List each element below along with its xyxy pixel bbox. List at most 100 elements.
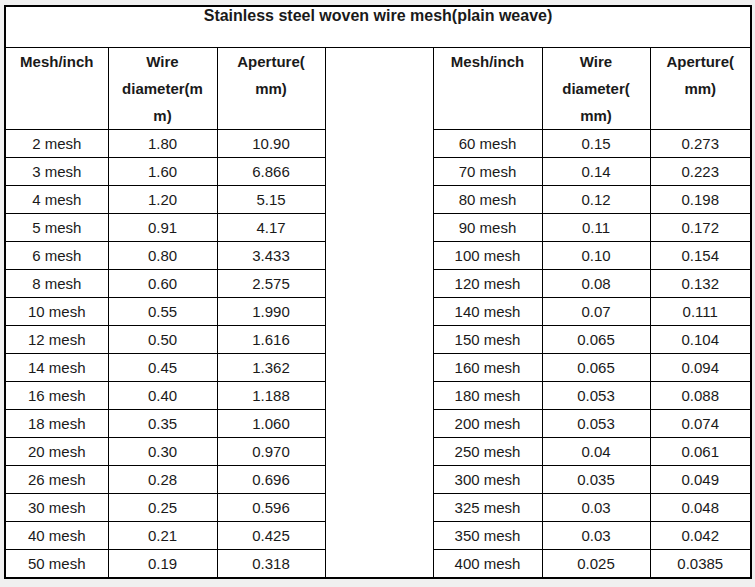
left-wire-diameter-cell: 0.28 [108,466,217,494]
right-mesh-cell: 70 mesh [433,158,542,186]
right-wire-diameter-cell: 0.04 [542,438,650,466]
wire-mesh-table: Stainless steel woven wire mesh(plain we… [4,5,752,579]
left-mesh-cell: 3 mesh [5,158,108,186]
left-aperture-cell: 1.990 [217,298,325,326]
right-aperture-cell: 0.0385 [650,550,751,579]
left-mesh-cell: 40 mesh [5,522,108,550]
right-wire-diameter-cell: 0.035 [542,466,650,494]
left-aperture-header: Aperture( mm) [217,48,325,130]
left-mesh-cell: 6 mesh [5,242,108,270]
right-aperture-cell: 0.132 [650,270,751,298]
left-wire-diameter-cell: 0.35 [108,410,217,438]
page: Stainless steel woven wire mesh(plain we… [0,0,755,587]
right-aperture-cell: 0.223 [650,158,751,186]
left-wire-diameter-cell: 0.50 [108,326,217,354]
left-wire-diameter-cell: 0.45 [108,354,217,382]
left-wire-diameter-cell: 0.19 [108,550,217,579]
left-aperture-cell: 0.696 [217,466,325,494]
right-mesh-cell: 180 mesh [433,382,542,410]
left-aperture-cell: 1.362 [217,354,325,382]
right-aperture-cell: 0.042 [650,522,751,550]
right-mesh-cell: 400 mesh [433,550,542,579]
left-mesh-per-inch-header: Mesh/inch [5,48,108,130]
left-aperture-cell: 2.575 [217,270,325,298]
left-wire-diameter-cell: 0.60 [108,270,217,298]
left-mesh-cell: 12 mesh [5,326,108,354]
left-mesh-cell: 26 mesh [5,466,108,494]
left-mesh-cell: 20 mesh [5,438,108,466]
left-mesh-cell: 18 mesh [5,410,108,438]
left-aperture-cell: 1.616 [217,326,325,354]
left-aperture-cell: 0.970 [217,438,325,466]
left-aperture-cell: 0.318 [217,550,325,579]
right-aperture-cell: 0.111 [650,298,751,326]
right-wire-diameter-cell: 0.065 [542,354,650,382]
right-wire-diameter-cell: 0.053 [542,382,650,410]
right-mesh-cell: 350 mesh [433,522,542,550]
left-aperture-cell: 10.90 [217,130,325,158]
left-wire-diameter-cell: 1.20 [108,186,217,214]
left-mesh-cell: 10 mesh [5,298,108,326]
left-wire-diameter-cell: 0.40 [108,382,217,410]
left-aperture-cell: 1.188 [217,382,325,410]
left-aperture-cell: 6.866 [217,158,325,186]
left-mesh-cell: 14 mesh [5,354,108,382]
right-mesh-cell: 100 mesh [433,242,542,270]
left-mesh-cell: 5 mesh [5,214,108,242]
right-wire-diameter-cell: 0.14 [542,158,650,186]
right-wire-diameter-cell: 0.11 [542,214,650,242]
right-mesh-cell: 120 mesh [433,270,542,298]
right-aperture-cell: 0.049 [650,466,751,494]
header-row: Mesh/inch Wire diameter(m m) Aperture( m… [5,48,751,130]
left-wire-diameter-cell: 0.55 [108,298,217,326]
right-mesh-cell: 150 mesh [433,326,542,354]
right-aperture-cell: 0.273 [650,130,751,158]
left-mesh-cell: 8 mesh [5,270,108,298]
right-mesh-cell: 60 mesh [433,130,542,158]
right-wire-diameter-cell: 0.08 [542,270,650,298]
right-wire-diameter-cell: 0.15 [542,130,650,158]
left-mesh-cell: 50 mesh [5,550,108,579]
left-wire-diameter-cell: 0.80 [108,242,217,270]
left-wire-diameter-cell: 0.21 [108,522,217,550]
left-wire-diameter-header: Wire diameter(m m) [108,48,217,130]
right-aperture-cell: 0.154 [650,242,751,270]
right-mesh-cell: 200 mesh [433,410,542,438]
right-mesh-cell: 250 mesh [433,438,542,466]
right-aperture-cell: 0.198 [650,186,751,214]
left-aperture-cell: 4.17 [217,214,325,242]
right-aperture-cell: 0.088 [650,382,751,410]
right-mesh-cell: 325 mesh [433,494,542,522]
left-wire-diameter-cell: 0.30 [108,438,217,466]
right-aperture-cell: 0.074 [650,410,751,438]
left-wire-diameter-cell: 1.80 [108,130,217,158]
right-wire-diameter-cell: 0.03 [542,494,650,522]
left-aperture-cell: 3.433 [217,242,325,270]
right-wire-diameter-cell: 0.03 [542,522,650,550]
spacer-cell [325,48,433,579]
left-aperture-cell: 0.596 [217,494,325,522]
right-mesh-per-inch-header: Mesh/inch [433,48,542,130]
left-mesh-cell: 2 mesh [5,130,108,158]
right-mesh-cell: 300 mesh [433,466,542,494]
right-aperture-header: Aperture( mm) [650,48,751,130]
right-mesh-cell: 90 mesh [433,214,542,242]
right-aperture-cell: 0.104 [650,326,751,354]
right-wire-diameter-cell: 0.07 [542,298,650,326]
left-wire-diameter-cell: 0.91 [108,214,217,242]
right-wire-diameter-cell: 0.065 [542,326,650,354]
left-wire-diameter-cell: 1.60 [108,158,217,186]
left-aperture-cell: 1.060 [217,410,325,438]
left-mesh-cell: 16 mesh [5,382,108,410]
left-aperture-cell: 0.425 [217,522,325,550]
left-wire-diameter-cell: 0.25 [108,494,217,522]
left-mesh-cell: 4 mesh [5,186,108,214]
table-title: Stainless steel woven wire mesh(plain we… [5,6,751,48]
right-mesh-cell: 80 mesh [433,186,542,214]
right-wire-diameter-cell: 0.025 [542,550,650,579]
right-mesh-cell: 160 mesh [433,354,542,382]
mesh-table-body: Stainless steel woven wire mesh(plain we… [5,6,751,578]
right-wire-diameter-cell: 0.10 [542,242,650,270]
right-aperture-cell: 0.094 [650,354,751,382]
right-aperture-cell: 0.061 [650,438,751,466]
